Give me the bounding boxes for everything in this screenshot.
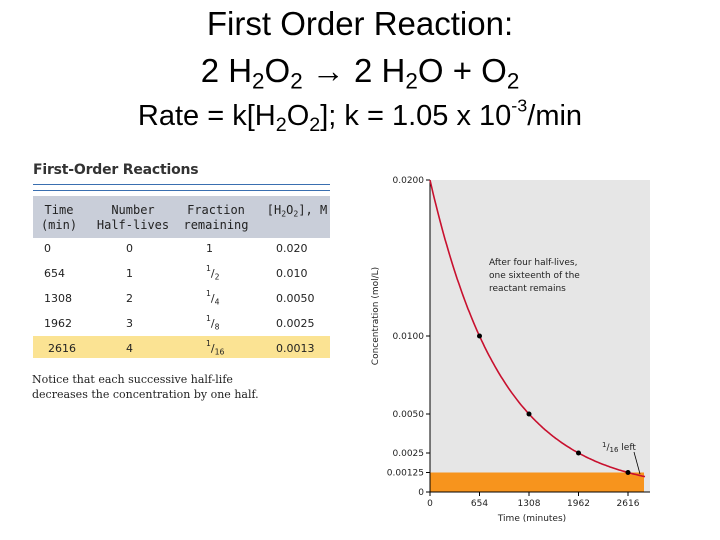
data-point bbox=[526, 411, 532, 417]
y-tick-label: 0.0100 bbox=[393, 332, 425, 342]
table-cell-concentration: 0.010 bbox=[276, 267, 308, 280]
title-rule bbox=[33, 184, 330, 185]
table-cell-fraction: 1 bbox=[206, 242, 213, 255]
sixteenth-left-label: 1/16 left bbox=[602, 441, 636, 454]
annotation-line: After four half-lives, bbox=[489, 258, 577, 268]
table-cell-halflives: 0 bbox=[126, 242, 133, 255]
data-point bbox=[576, 450, 581, 456]
annotation-line: reactant remains bbox=[489, 284, 566, 294]
highlighted-row-bg bbox=[33, 336, 330, 358]
title-rule-2 bbox=[33, 190, 330, 191]
y-axis-label: Concentration (mol/L) bbox=[371, 267, 381, 365]
y-tick-label: 0.00125 bbox=[387, 469, 424, 479]
annotation-line: one sixteenth of the bbox=[489, 271, 580, 281]
plot-area bbox=[430, 180, 650, 492]
table-cell-time: 654 bbox=[44, 267, 65, 280]
table-cell-fraction: 1/2 bbox=[206, 264, 220, 282]
table-cell-concentration: 0.0050 bbox=[276, 292, 315, 305]
table-cell-concentration: 0.020 bbox=[276, 242, 308, 255]
remaining-band bbox=[430, 472, 644, 492]
header-fraction: Fraction remaining bbox=[183, 203, 249, 232]
arrow-icon: → bbox=[311, 52, 345, 89]
data-point bbox=[625, 470, 631, 475]
table-cell-time: 1308 bbox=[44, 292, 72, 305]
table-cell-fraction: 1/8 bbox=[206, 314, 220, 332]
table-cell-halflives: 3 bbox=[126, 317, 133, 330]
table-note: Notice that each successive half-life dec… bbox=[32, 373, 259, 401]
table-cell-halflives: 4 bbox=[126, 342, 133, 355]
x-tick-label: 0 bbox=[427, 499, 433, 509]
y-tick-label: 0.0025 bbox=[393, 449, 425, 459]
decay-curve bbox=[429, 179, 646, 478]
concentration-chart: 0.0200 0.0100 0.0050 0.0025 0.00125 0 0 654 1308… bbox=[364, 158, 664, 530]
y-tick-label: 0.0050 bbox=[393, 410, 425, 420]
table-header-bg bbox=[33, 196, 330, 238]
x-tick-label: 1308 bbox=[518, 499, 541, 509]
x-tick-label: 1962 bbox=[567, 499, 590, 509]
rate-law: Rate = k[H2O2]; k = 1.05 x 10-3/min bbox=[137, 95, 583, 136]
x-axis-label: Time (minutes) bbox=[497, 514, 566, 524]
header-concentration: [H2O2], M bbox=[266, 203, 328, 219]
reaction-equation: 2 H2O2 → 2 H2O + O2 bbox=[200, 52, 520, 94]
table-cell-halflives: 2 bbox=[126, 292, 133, 305]
table-cell-time: 2616 bbox=[48, 342, 76, 355]
table-cell-fraction: 1/16 bbox=[206, 339, 225, 357]
table-cell-halflives: 1 bbox=[126, 267, 133, 280]
table-cell-time: 1962 bbox=[44, 317, 72, 330]
table-cell-concentration: 0.0025 bbox=[276, 317, 315, 330]
chart-svg: 0.0200 0.0100 0.0050 0.0025 0.00125 00 654 1308… bbox=[371, 176, 650, 524]
table-title: First-Order Reactions bbox=[33, 162, 199, 178]
table-cell-concentration: 0.0013 bbox=[276, 342, 315, 355]
data-point bbox=[477, 333, 482, 339]
table-cell-fraction: 1/4 bbox=[206, 289, 220, 307]
y-tick-label: 0.0200 bbox=[393, 176, 425, 186]
table-cell-time: 0 bbox=[44, 242, 51, 255]
first-order-table-panel: First-Order Reactions Time (min) Number Ha… bbox=[26, 158, 336, 408]
header-time: Time (min) bbox=[40, 203, 78, 232]
label-pointer bbox=[633, 451, 641, 475]
y-tick-label: 0 bbox=[418, 488, 424, 498]
slide-title: First Order Reaction: bbox=[206, 5, 514, 42]
header-halflives: Number Half-lives bbox=[96, 203, 170, 232]
x-tick-label: 2616 bbox=[617, 499, 640, 509]
x-tick-label: 654 bbox=[471, 499, 488, 509]
